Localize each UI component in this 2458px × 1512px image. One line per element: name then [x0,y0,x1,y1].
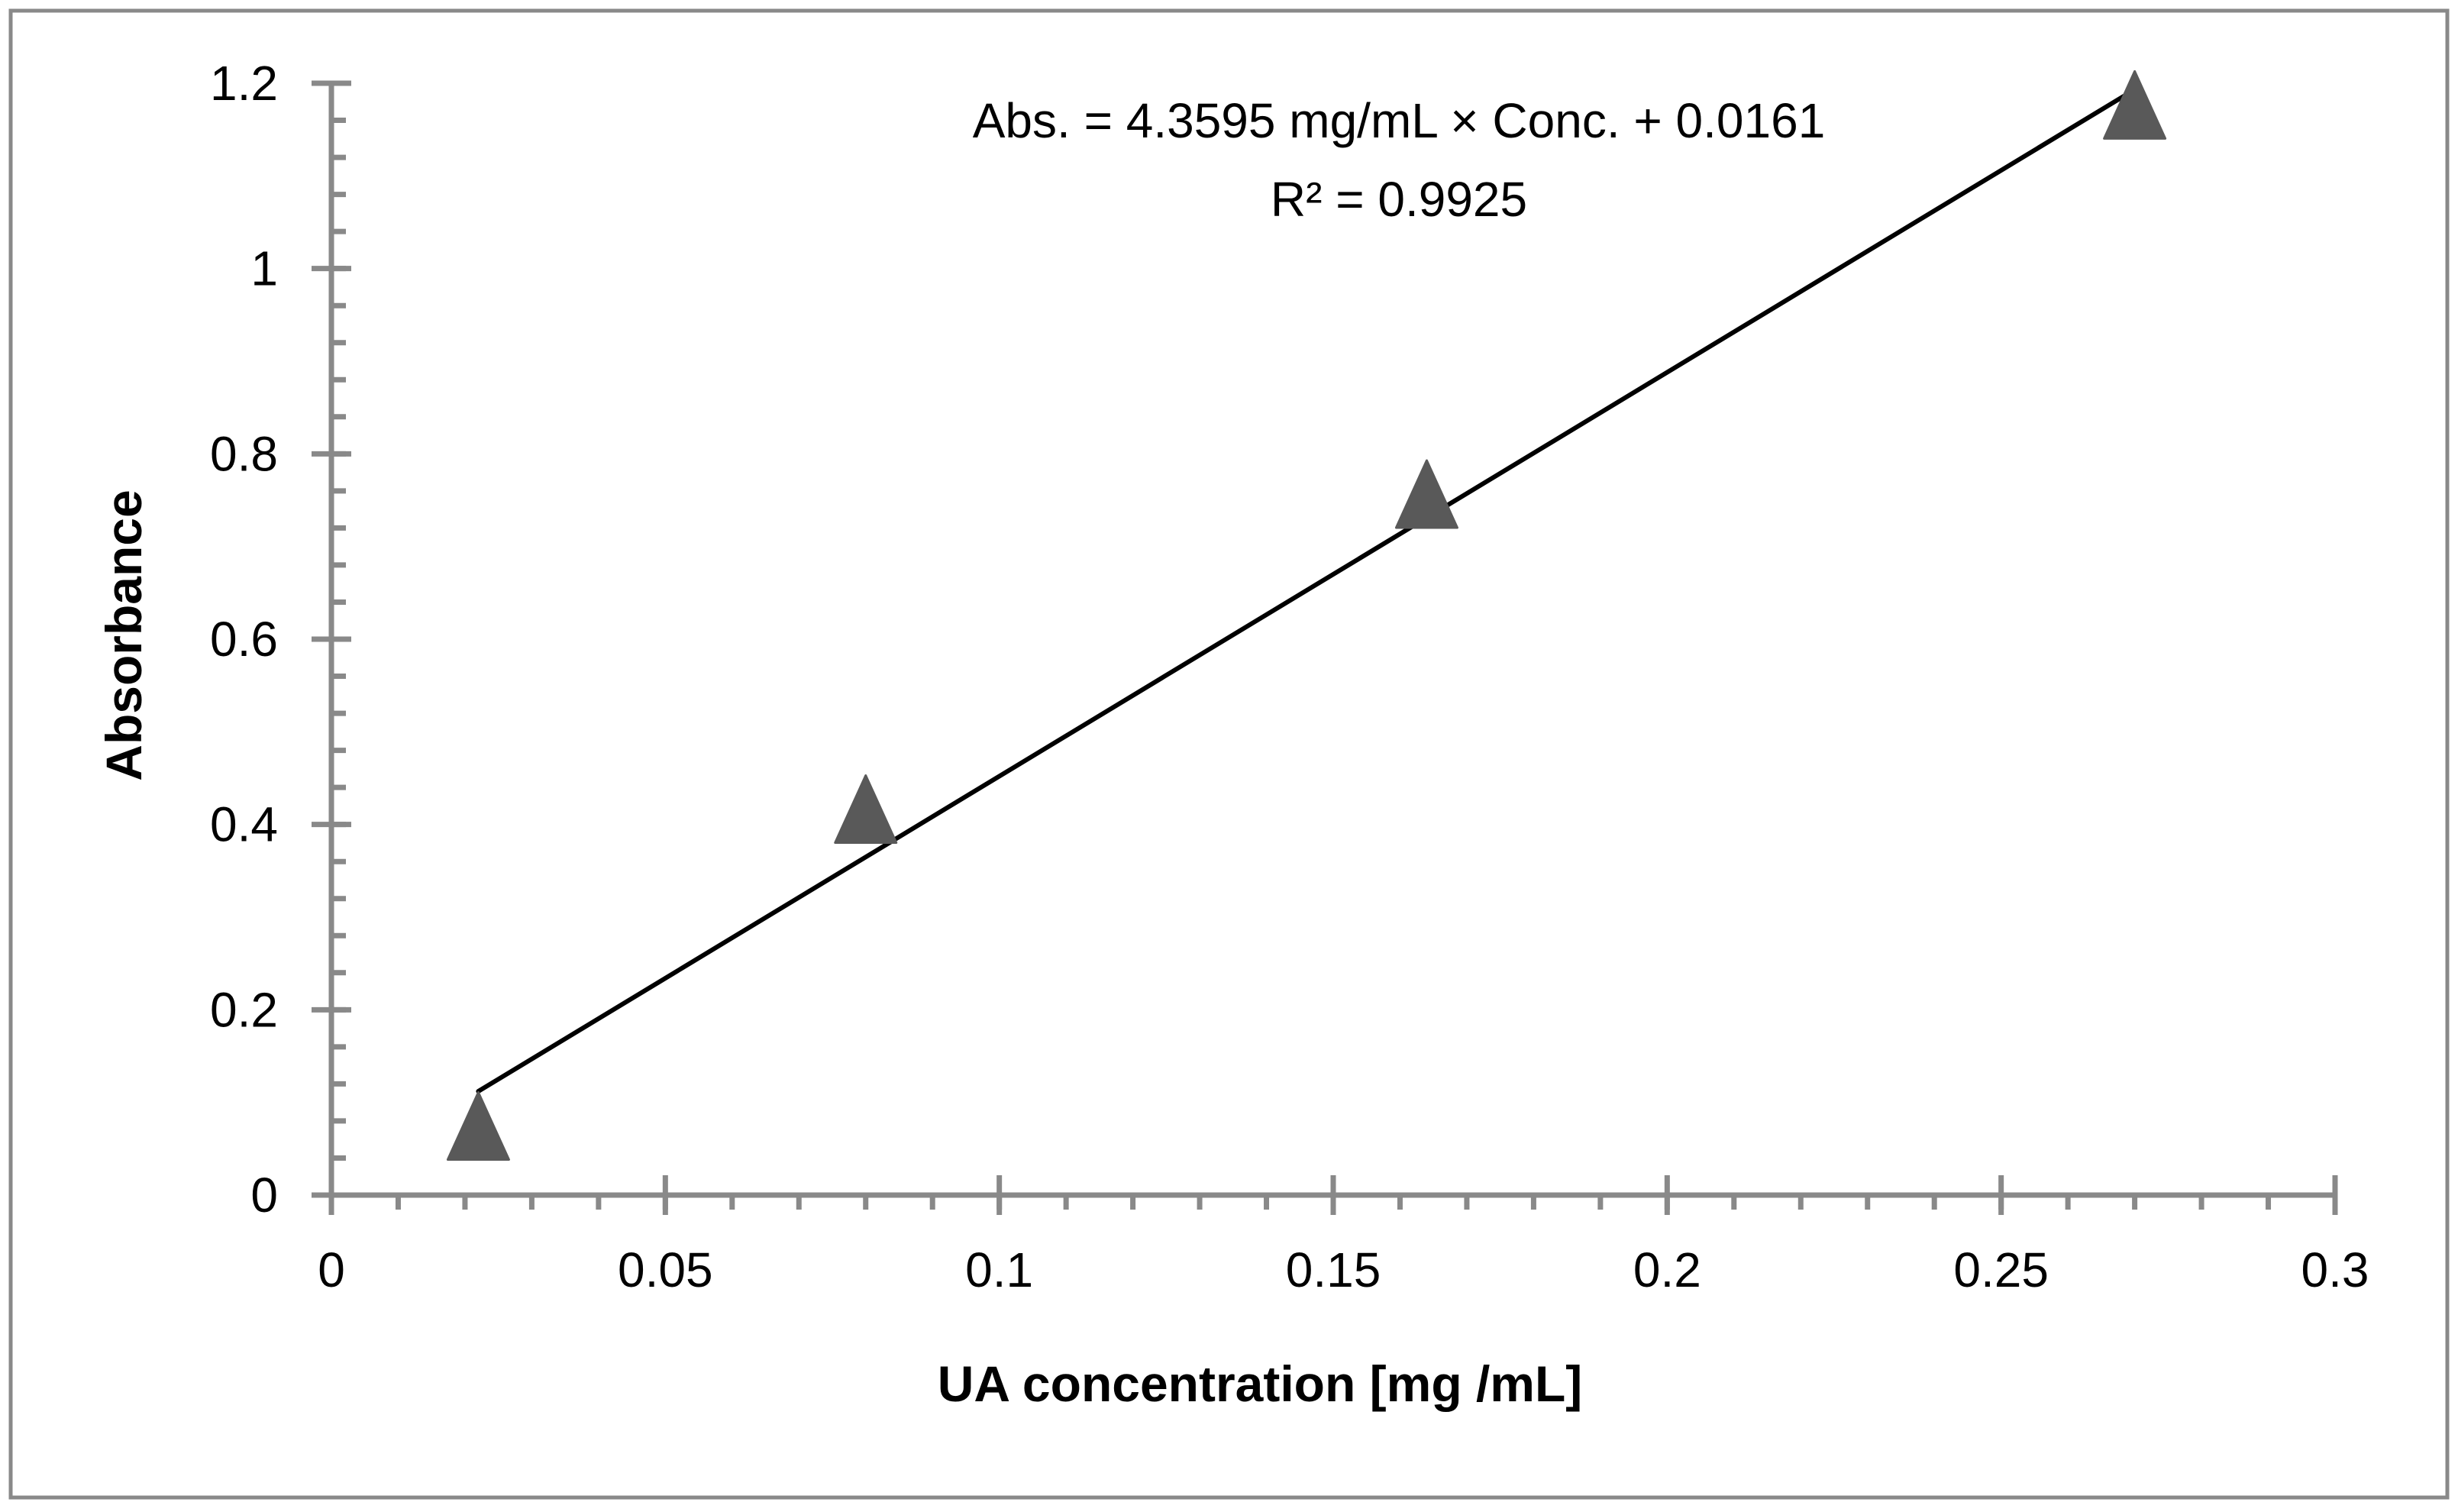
chart-border [8,8,2450,1500]
x-tick-label: 0.05 [618,1242,713,1297]
y-axis-title: Absorbance [95,489,152,780]
axes-layer [312,80,2338,1215]
trendline [476,87,2137,1094]
y-tick-label: 0.6 [210,612,278,667]
data-point [446,1090,510,1161]
y-tick-label: 1 [250,241,278,296]
marks-layer [446,69,2167,1161]
x-tick-label: 0.2 [1633,1242,1701,1297]
y-tick-label: 0.4 [210,797,278,852]
r-squared-label: R² = 0.9925 [1271,172,1527,227]
y-tick-label: 1.2 [210,56,278,111]
x-tick-label: 0.15 [1286,1242,1381,1297]
x-axis-title: UA concentration [mg /mL] [938,1355,1583,1412]
x-tick-label: 0.25 [1953,1242,2049,1297]
x-tick-label: 0 [318,1242,345,1297]
x-tick-label: 0.3 [2301,1242,2369,1297]
data-point [834,774,898,845]
y-tick-label: 0.2 [210,982,278,1037]
trendline-layer [476,87,2137,1094]
data-point [2103,69,2167,140]
x-tick-label: 0.1 [965,1242,1033,1297]
labels-layer: Abs. = 4.3595 mg/mL × Conc. + 0.0161 R² … [95,56,2369,1412]
data-point [1394,459,1458,529]
y-tick-label: 0 [250,1168,278,1223]
y-tick-label: 0.8 [210,426,278,481]
trendline-equation: Abs. = 4.3595 mg/mL × Conc. + 0.0161 [973,93,1826,148]
